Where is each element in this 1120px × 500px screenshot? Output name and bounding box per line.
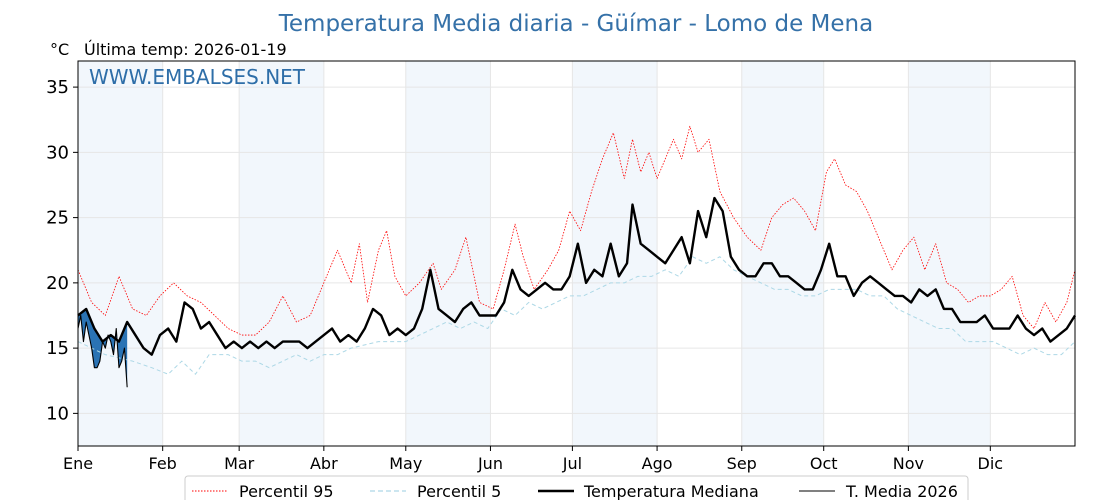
series-line-2 <box>77 196 1077 356</box>
month-band <box>405 61 491 446</box>
y-tick-label: 15 <box>46 338 69 359</box>
watermark: WWW.EMBALSES.NET <box>89 65 306 89</box>
y-tick-label: 10 <box>46 403 69 424</box>
month-band <box>572 61 658 446</box>
x-tick-label: Ago <box>642 454 673 473</box>
x-tick-label: Jul <box>562 454 582 473</box>
unit-label: °C <box>50 40 69 59</box>
x-tick-label: Mar <box>224 454 255 473</box>
series-line-1 <box>77 256 1076 375</box>
x-tick-label: May <box>389 454 422 473</box>
x-tick-label: Sep <box>727 454 757 473</box>
last-temp-label: Última temp: 2026-01-19 <box>84 40 287 59</box>
series-2026-fill <box>78 308 128 388</box>
grid-lines <box>77 61 1075 446</box>
y-tick-label: 30 <box>46 142 69 163</box>
y-tick-label: 20 <box>46 273 69 294</box>
chart-title: Temperatura Media diaria - Güímar - Lomo… <box>278 11 873 37</box>
legend-label-median: Temperatura Mediana <box>583 482 759 500</box>
x-tick-label: Oct <box>810 454 838 473</box>
x-tick-label: Ene <box>63 454 93 473</box>
y-tick-label: 25 <box>46 208 69 229</box>
y-tick-label: 35 <box>46 77 69 98</box>
series-layer <box>77 125 1077 388</box>
legend-label-2026: T. Media 2026 <box>845 482 958 500</box>
legend-label-p5: Percentil 5 <box>417 482 501 500</box>
legend-box <box>184 475 969 500</box>
month-band <box>78 61 163 446</box>
y-axis-ticks: 10 15 20 25 30 35 <box>46 77 78 424</box>
x-tick-label: Abr <box>310 454 338 473</box>
x-tick-label: Nov <box>893 454 924 473</box>
month-band <box>908 61 991 446</box>
month-band <box>741 61 824 446</box>
plot-frame <box>77 60 1076 447</box>
series-line-3 <box>77 314 128 388</box>
series-line-0 <box>77 125 1076 336</box>
month-bands <box>78 61 991 446</box>
legend: Percentil 95 Percentil 5 Temperatura Med… <box>184 475 969 500</box>
x-tick-label: Jun <box>477 454 503 473</box>
x-axis-ticks: Ene Feb Mar Abr May Jun Jul Ago Sep Oct Nov Dic <box>63 446 1003 473</box>
month-band <box>239 61 324 446</box>
x-tick-label: Dic <box>978 454 1004 473</box>
legend-label-p95: Percentil 95 <box>239 482 334 500</box>
x-tick-label: Feb <box>149 454 177 473</box>
